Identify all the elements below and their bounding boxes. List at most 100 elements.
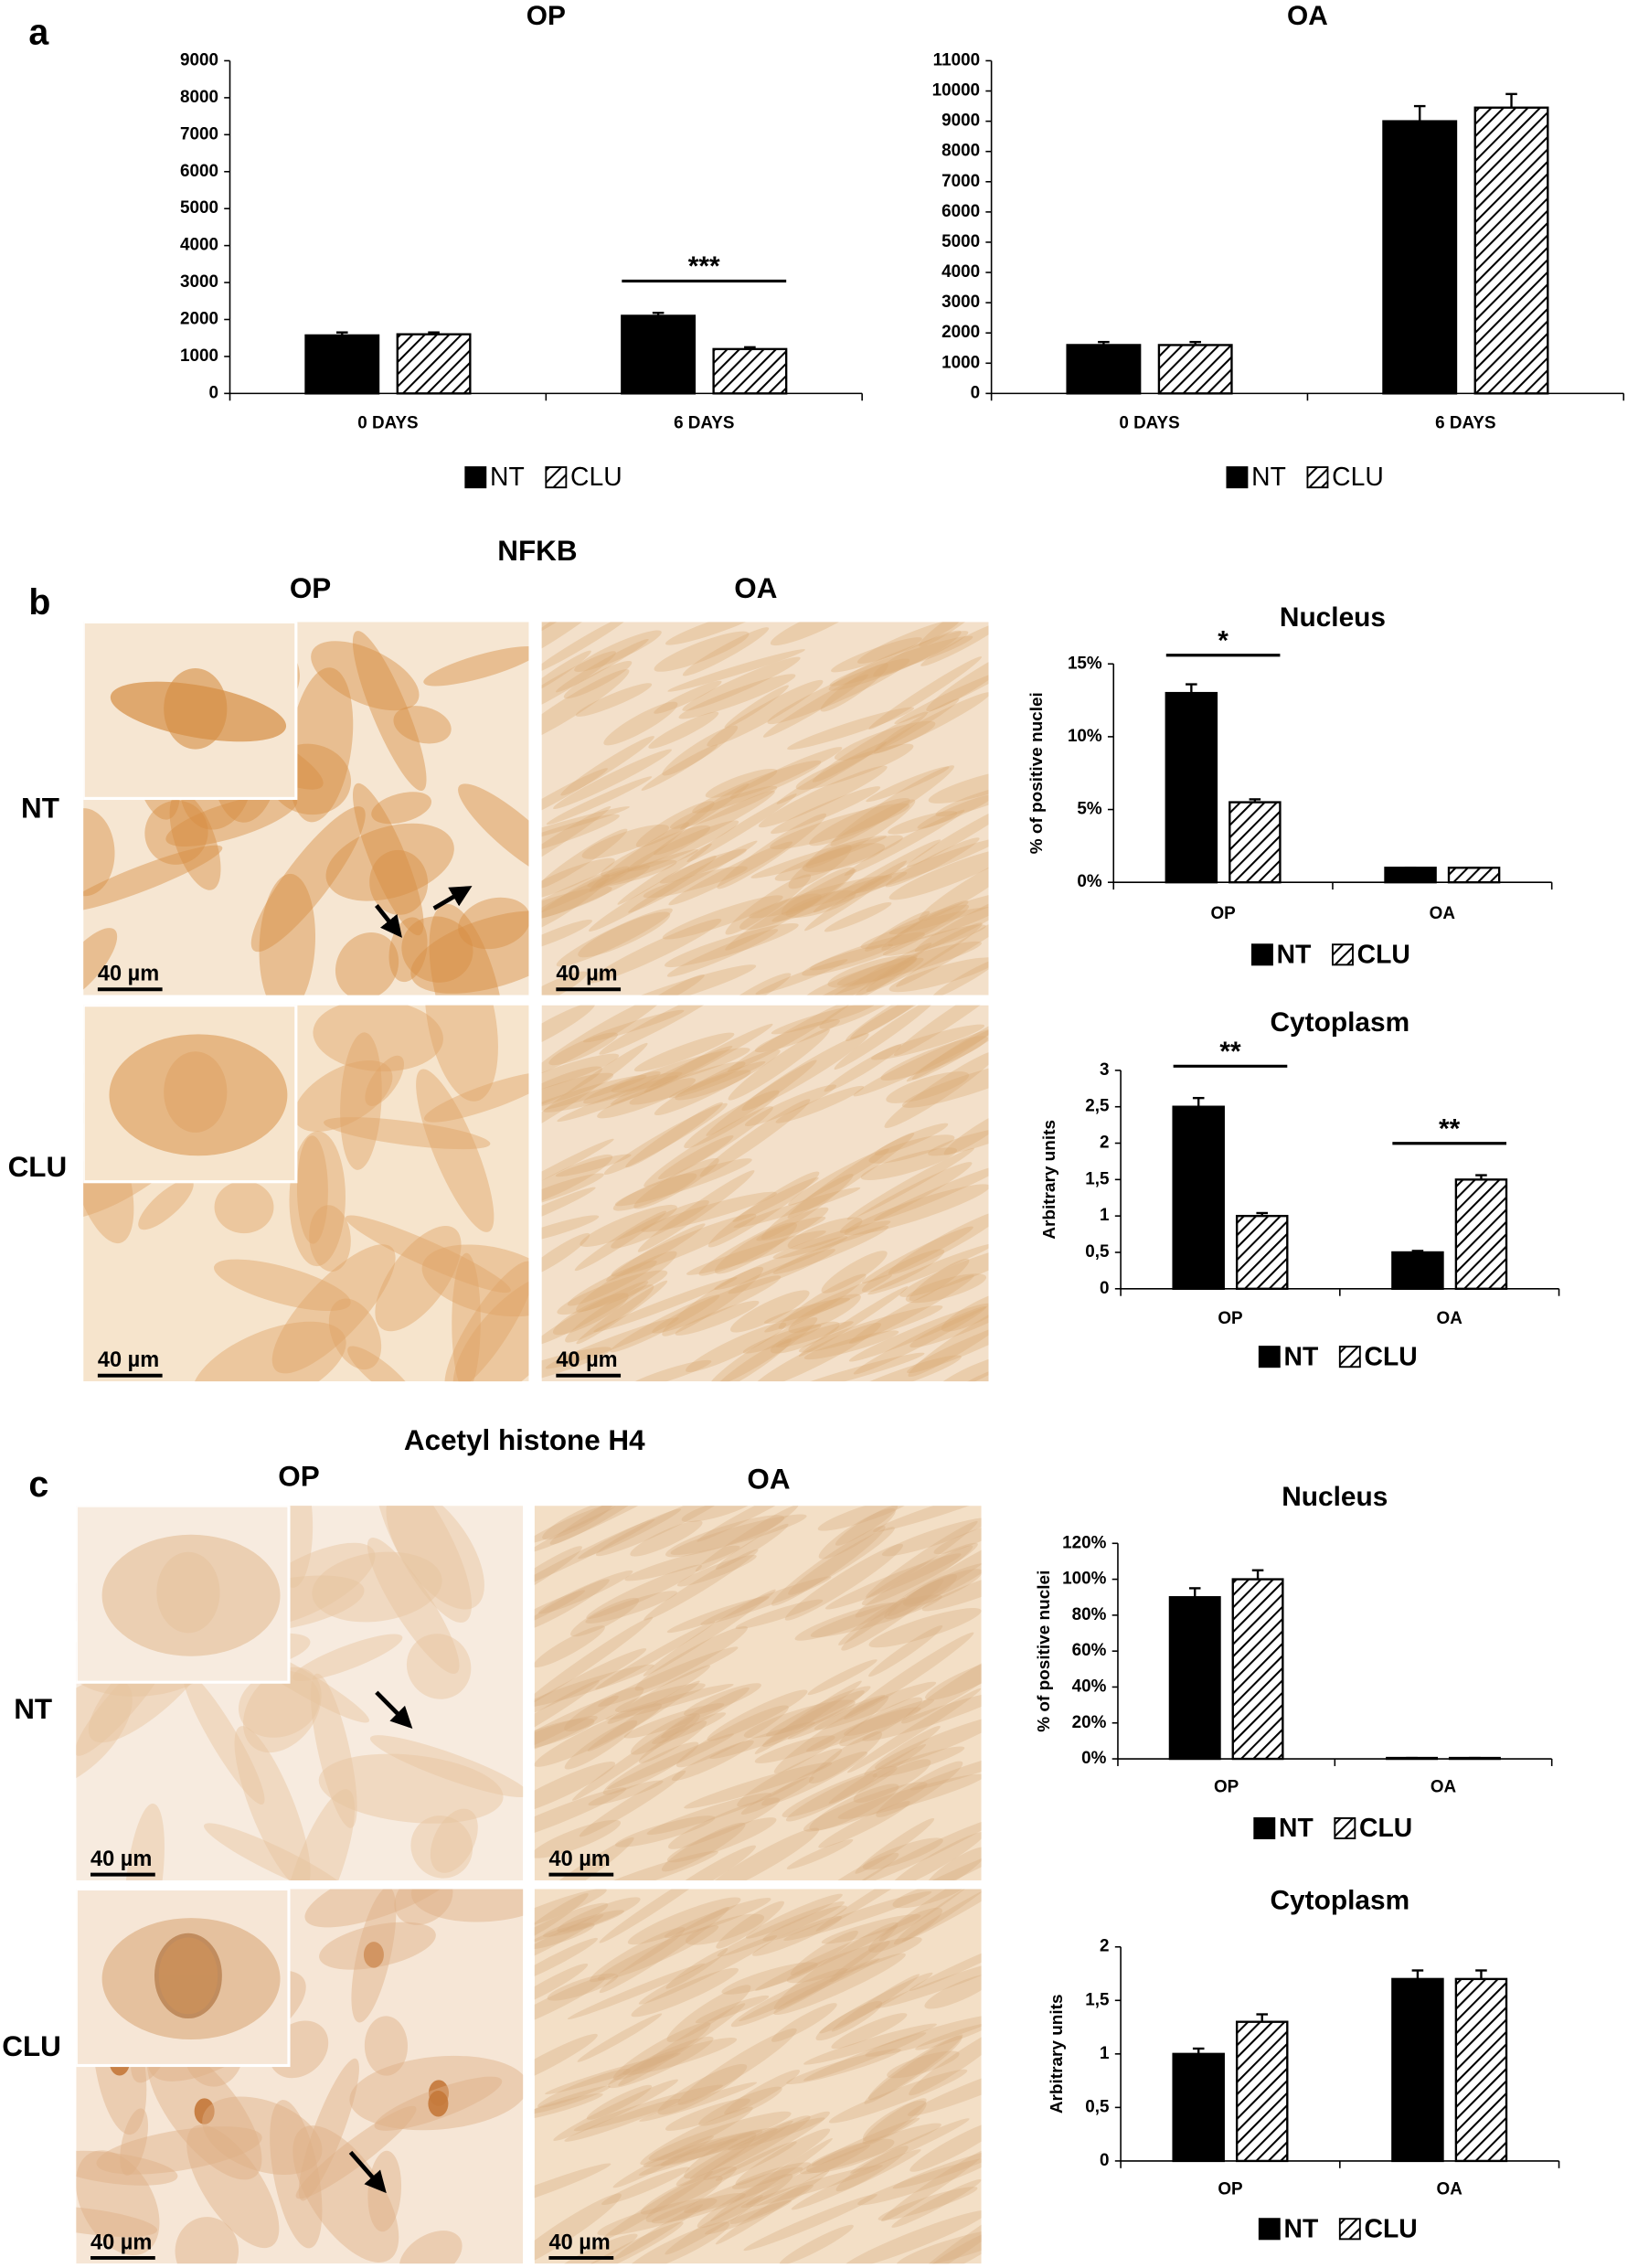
- cell: [601, 2167, 690, 2206]
- cell: [737, 1748, 843, 1807]
- cell: [909, 1940, 982, 1991]
- cell: [541, 768, 608, 827]
- cell: [709, 1721, 816, 1760]
- cell: [727, 1005, 854, 1072]
- cell: [629, 1061, 746, 1105]
- cell: [786, 1838, 854, 1869]
- cell: [613, 2204, 704, 2260]
- cell: [716, 1901, 784, 1949]
- cell: [907, 2057, 982, 2116]
- cell: [165, 793, 298, 847]
- cell: [880, 1036, 988, 1081]
- cell: [644, 1549, 759, 1621]
- cell: [603, 1102, 728, 1176]
- cell: [909, 2025, 982, 2096]
- legend-swatch: [1306, 466, 1329, 489]
- cell: [675, 1705, 789, 1768]
- cell: [586, 1564, 702, 1619]
- legend-label: CLU: [1365, 1342, 1418, 1371]
- y-tick-label: 5000: [180, 198, 218, 218]
- cell: [371, 792, 432, 825]
- x-tick-label: OP: [1214, 1778, 1239, 1797]
- cell: [868, 1608, 982, 1648]
- cell: [770, 803, 910, 850]
- cell: [587, 1680, 700, 1752]
- cell: [214, 1180, 274, 1234]
- panel-label: a: [28, 12, 49, 52]
- cell: [601, 825, 711, 878]
- cell: [781, 867, 856, 916]
- cell: [692, 760, 822, 814]
- cell: [534, 1937, 598, 1985]
- cell: [296, 1135, 328, 1244]
- cell: [764, 1274, 893, 1333]
- cell: [653, 1845, 756, 1880]
- nucleus: [363, 1942, 384, 1968]
- cell: [665, 622, 766, 645]
- cell: [421, 1244, 529, 1317]
- legend-label: NT: [1284, 2214, 1319, 2243]
- cell: [874, 1123, 949, 1155]
- cell: [641, 744, 718, 791]
- cell: [541, 971, 588, 996]
- cell: [644, 1023, 773, 1093]
- nucleus: [428, 2090, 449, 2117]
- cell: [707, 1171, 820, 1248]
- cell: [328, 1298, 382, 1370]
- cell: [812, 2117, 920, 2167]
- cell: [861, 1226, 973, 1284]
- cell: [677, 2028, 797, 2105]
- cell: [424, 1005, 498, 1102]
- cell: [766, 1686, 871, 1737]
- cell: [867, 1243, 989, 1295]
- cell: [788, 1294, 861, 1334]
- cell: [735, 1599, 824, 1629]
- significance-label: **: [1439, 1113, 1461, 1144]
- cell: [534, 1695, 619, 1758]
- cell: [844, 1355, 962, 1382]
- cell: [829, 1941, 890, 1983]
- cell: [824, 1044, 902, 1092]
- cell: [864, 1726, 941, 1776]
- cell: [707, 1689, 808, 1741]
- inset-nucleus: [164, 668, 228, 750]
- cell: [931, 958, 989, 996]
- row-label: CLU: [8, 1150, 68, 1183]
- micrograph-background: [541, 1005, 989, 1382]
- cell: [554, 2233, 638, 2264]
- cell: [919, 622, 988, 647]
- cell: [786, 2049, 901, 2085]
- cell: [909, 1748, 982, 1791]
- cell: [534, 1762, 616, 1816]
- legend-label: NT: [490, 463, 525, 492]
- cell: [864, 2034, 963, 2104]
- cell: [686, 1230, 826, 1275]
- cell: [837, 1773, 982, 1819]
- nucleus: [194, 2098, 215, 2124]
- cell: [928, 1128, 989, 1156]
- cell: [541, 1232, 590, 1278]
- cell: [714, 1222, 797, 1274]
- cell: [545, 1317, 679, 1369]
- x-tick-label: OA: [1430, 904, 1456, 923]
- bar: [1228, 801, 1282, 884]
- significance-label: ***: [688, 251, 720, 282]
- cell: [597, 1078, 697, 1119]
- cell: [767, 658, 910, 725]
- cell: [901, 1059, 989, 1108]
- cell: [270, 2100, 323, 2249]
- cell: [394, 1889, 453, 1925]
- cell: [853, 1028, 989, 1097]
- cell: [911, 1006, 989, 1081]
- cell: [755, 1925, 899, 1991]
- cell: [861, 1249, 945, 1293]
- cell: [541, 874, 611, 933]
- cell: [697, 1506, 821, 1542]
- cell: [785, 889, 856, 918]
- cell: [779, 2224, 854, 2264]
- cell: [873, 630, 962, 677]
- cell: [541, 865, 651, 920]
- y-tick-label: 2000: [941, 323, 980, 342]
- micrograph: [83, 1005, 529, 1382]
- cell: [643, 866, 748, 899]
